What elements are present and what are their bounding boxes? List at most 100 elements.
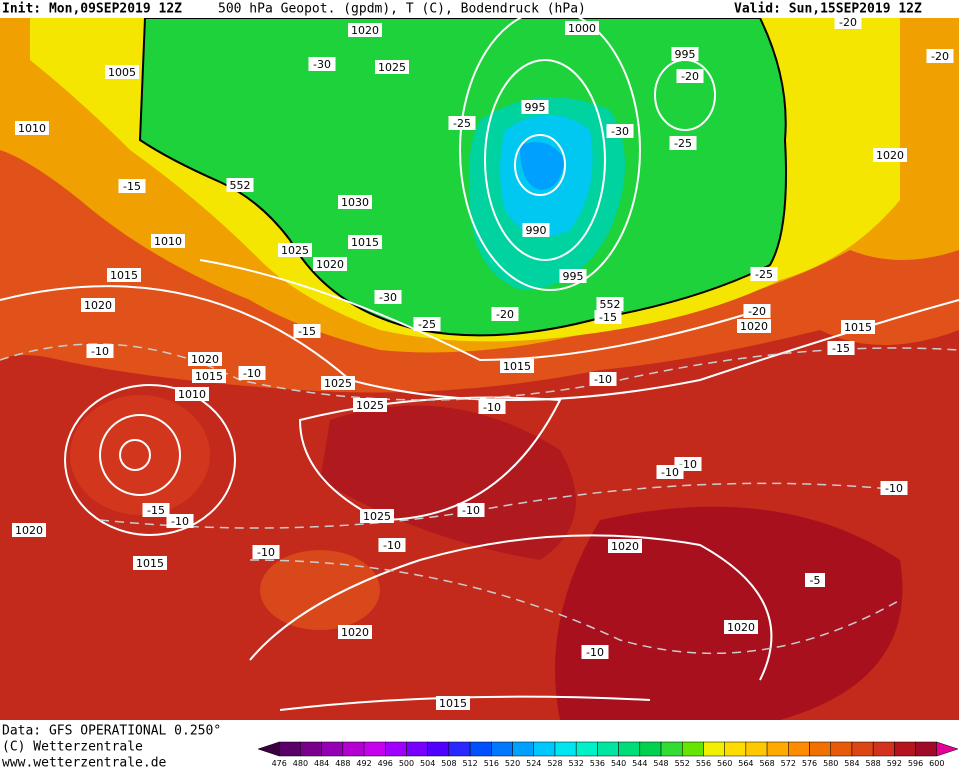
label-box (360, 509, 394, 523)
label-box (348, 23, 382, 37)
colorbar-segment (406, 741, 428, 757)
isotherm (249, 559, 901, 655)
colorbar-label: 508 (441, 759, 456, 768)
colorbar-label: 528 (547, 759, 562, 768)
colorbar-label: 480 (293, 759, 308, 768)
label-box (133, 556, 167, 570)
label-box (448, 116, 476, 130)
isobar (119, 439, 151, 471)
colorbar-label: 544 (632, 759, 647, 768)
colorbar-label: 504 (420, 759, 435, 768)
colorbar-label: 596 (908, 759, 923, 768)
contour-label: -10 (171, 515, 189, 528)
label-box (378, 538, 406, 552)
label-box (413, 317, 441, 331)
contour-label: -20 (496, 308, 514, 321)
contour-label: 1020 (611, 540, 639, 553)
label-box (880, 481, 908, 495)
label-box (374, 290, 402, 304)
contour-label: 1015 (844, 321, 872, 334)
valid-time: Valid: Sun,15SEP2019 12Z (734, 2, 922, 17)
colorbar-label: 500 (399, 759, 414, 768)
label-box (436, 696, 470, 710)
data-source: Data: GFS OPERATIONAL 0.250° (2, 724, 221, 739)
label-box (521, 100, 549, 114)
contour-label: 1025 (324, 377, 352, 390)
label-box (873, 148, 907, 162)
contour-label: 995 (525, 101, 546, 114)
colorbar-segment (278, 741, 301, 757)
contour-label: 1015 (439, 697, 467, 710)
label-box (724, 620, 758, 634)
colorbar-segment (618, 741, 641, 757)
label-box (596, 297, 624, 311)
label-box (105, 65, 139, 79)
contour-label: -15 (123, 180, 141, 193)
label-box (743, 304, 771, 318)
label-box (375, 60, 409, 74)
colorbar-segment (830, 741, 853, 757)
contour-label: 1020 (84, 299, 112, 312)
contour-label: 1015 (351, 236, 379, 249)
label-box (12, 523, 46, 537)
label-box (188, 352, 222, 366)
contour-label: 1015 (503, 360, 531, 373)
colorbar-label: 556 (696, 759, 711, 768)
contour-label: 1025 (356, 399, 384, 412)
label-box (353, 398, 387, 412)
contour-label: 1020 (351, 24, 379, 37)
label-box (81, 298, 115, 312)
label-box (175, 387, 209, 401)
warm-core (70, 395, 210, 515)
map (0, 9, 959, 720)
contour-label: 1010 (178, 388, 206, 401)
contour-label: 1010 (154, 235, 182, 248)
label-box (348, 235, 382, 249)
contour-label: -10 (91, 345, 109, 358)
colorbar-label: 552 (675, 759, 690, 768)
label-box (338, 625, 372, 639)
colorbar-segment (342, 741, 365, 757)
colorbar-segment (575, 741, 598, 757)
header-bar (0, 0, 959, 18)
contour-label: -10 (462, 504, 480, 517)
copyright: (C) Wetterzentrale (2, 740, 143, 755)
label-box (278, 243, 312, 257)
colorbar-segment (300, 741, 322, 757)
contour-label: -10 (257, 546, 275, 559)
contour-label: -10 (243, 367, 261, 380)
dark-red-region (555, 506, 903, 720)
label-box (827, 341, 855, 355)
label-box (308, 57, 336, 71)
contour-label: 1015 (195, 370, 223, 383)
contour-label: 1020 (727, 621, 755, 634)
colorbar-label: 572 (781, 759, 796, 768)
contour-label: 1030 (341, 196, 369, 209)
label-box (676, 69, 704, 83)
contour-label: 552 (600, 298, 621, 311)
contour-label: 995 (675, 48, 696, 61)
contour-label: 1000 (568, 22, 596, 35)
init-time: Init: Mon,09SEP2019 12Z (2, 2, 182, 17)
colorbar-segment (385, 741, 407, 757)
colorbar-arrow (936, 741, 959, 757)
colorbar-segment (724, 741, 747, 757)
isobar (64, 384, 236, 536)
contour-label: -10 (679, 458, 697, 471)
colorbar-segment (554, 741, 577, 757)
contour-label: -10 (661, 466, 679, 479)
colorbar-label: 600 (929, 759, 944, 768)
colorbar-segment (766, 741, 789, 757)
contour-label: -10 (586, 646, 604, 659)
colorbar-segment (321, 741, 344, 757)
label-box (142, 503, 170, 517)
colorbar-label: 584 (844, 759, 859, 768)
colorbar-label: 588 (866, 759, 881, 768)
colorbar-segment (915, 741, 938, 757)
colorbar-label: 524 (526, 759, 541, 768)
contour-label: 1005 (108, 66, 136, 79)
label-box (252, 545, 280, 559)
colorbar-segment (703, 741, 725, 757)
contour-label: -30 (379, 291, 397, 304)
